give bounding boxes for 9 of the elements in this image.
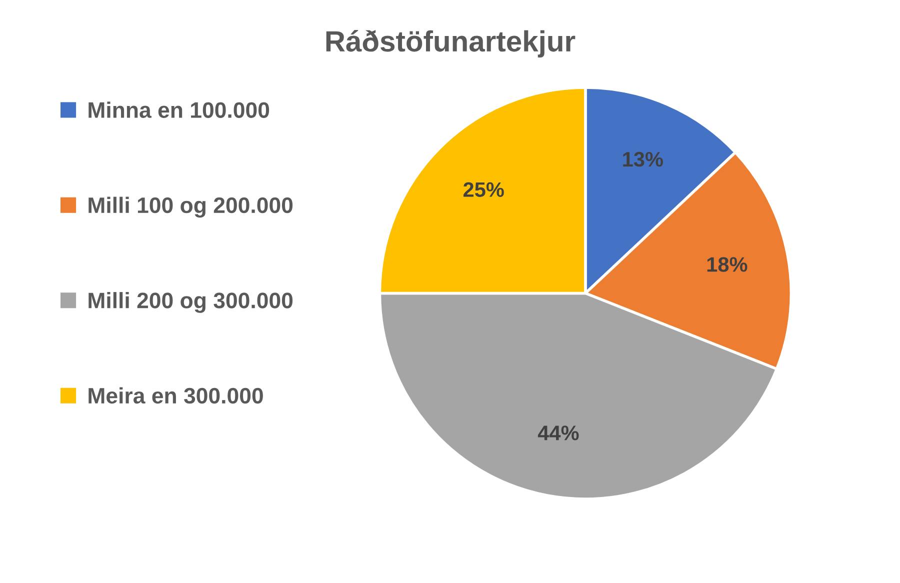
legend-label: Minna en 100.000 [88,102,270,118]
legend-label: Milli 200 og 300.000 [88,292,293,313]
data-label: 13% [623,152,663,167]
data-label: 18% [707,257,748,272]
data-label: 25% [463,182,504,197]
chart-title: Ráðstöfunartekjur [326,30,576,58]
data-label: 44% [538,426,579,440]
legend-label: Meira en 300.000 [88,387,263,404]
legend-label: Milli 100 og 200.000 [88,196,293,218]
